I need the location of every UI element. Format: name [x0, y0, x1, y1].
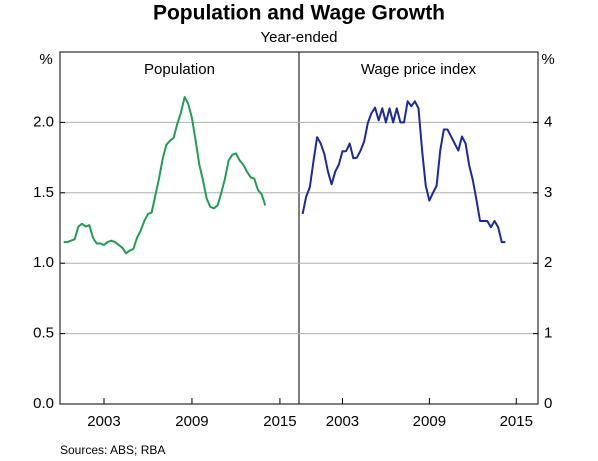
y-tick-label: 3: [544, 184, 552, 201]
y-unit: %: [39, 51, 52, 68]
x-tick-label: 2009: [413, 413, 446, 430]
y-tick-label: 0: [544, 395, 552, 412]
x-tick-label: 2015: [263, 413, 296, 430]
x-tick-label: 2003: [87, 413, 120, 430]
chart-subtitle: Year-ended: [260, 29, 337, 46]
y-tick-label: 1.0: [33, 254, 54, 271]
y-tick-label: 2.0: [33, 113, 54, 130]
y-tick-label: 4: [544, 113, 552, 130]
panel-title: Population: [144, 61, 215, 78]
x-tick-label: 2009: [175, 413, 208, 430]
x-tick-label: 2003: [326, 413, 359, 430]
source-note: Sources: ABS; RBA: [60, 443, 165, 457]
y-tick-label: 1: [544, 325, 552, 342]
chart-title: Population and Wage Growth: [153, 2, 445, 25]
series-line: [301, 100, 506, 244]
panel-title: Wage price index: [361, 61, 477, 78]
y-tick-label: 1.5: [33, 184, 54, 201]
y-tick-label: 0.5: [33, 325, 54, 342]
y-tick-label: 2: [544, 254, 552, 271]
y-tick-label: 0.0: [33, 395, 54, 412]
x-tick-label: 2015: [500, 413, 533, 430]
y-unit: %: [541, 51, 554, 68]
series-line: [63, 96, 267, 255]
